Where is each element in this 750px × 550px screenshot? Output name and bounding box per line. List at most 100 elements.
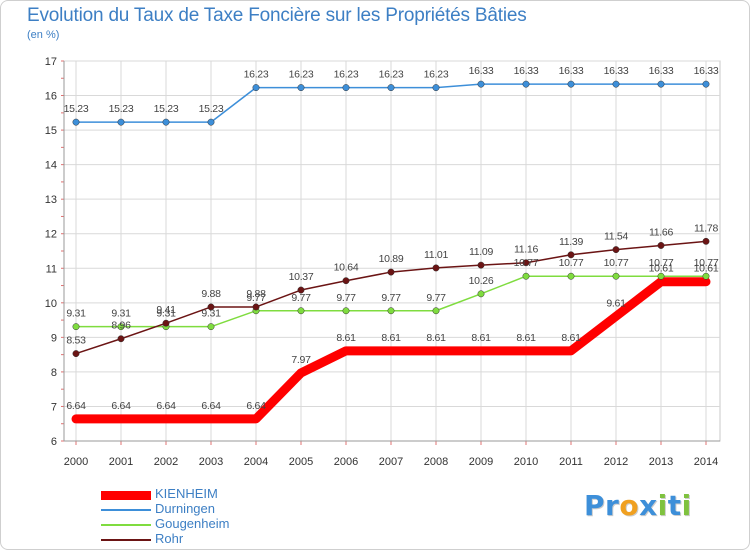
data-point-durningen — [387, 84, 395, 92]
data-label-kienheim: 6.64 — [156, 400, 176, 412]
y-tick-label: 7 — [51, 401, 57, 413]
data-point-durningen — [477, 80, 485, 88]
y-tick-label: 13 — [45, 194, 57, 206]
data-point-gougenheim — [612, 272, 620, 280]
logo-letter: P — [584, 489, 606, 522]
data-point-rohr — [162, 319, 170, 327]
data-label-rohr: 9.41 — [156, 304, 176, 316]
data-label-kienheim: 8.61 — [426, 332, 446, 344]
data-point-rohr — [252, 303, 260, 311]
data-label-gougenheim: 9.77 — [426, 292, 446, 304]
y-tick-label: 14 — [45, 160, 57, 172]
data-point-durningen — [522, 80, 530, 88]
data-label-durningen: 16.23 — [289, 69, 314, 81]
data-point-gougenheim — [342, 307, 350, 315]
y-tick-label: 17 — [45, 56, 57, 68]
data-point-durningen — [702, 80, 710, 88]
data-label-gougenheim: 10.77 — [604, 257, 629, 269]
data-point-gougenheim — [432, 307, 440, 315]
y-tick-label: 8 — [51, 367, 57, 379]
data-point-rohr — [387, 268, 395, 276]
proxiti-logo: Proxiti — [584, 489, 692, 522]
data-point-rohr — [657, 242, 665, 249]
data-label-gougenheim: 10.26 — [469, 275, 494, 287]
data-point-gougenheim — [207, 323, 215, 331]
data-label-durningen: 16.23 — [379, 69, 404, 81]
data-point-gougenheim — [567, 272, 575, 280]
data-label-rohr: 8.96 — [111, 320, 131, 332]
data-point-durningen — [72, 118, 80, 126]
y-tick-label: 10 — [45, 298, 57, 310]
data-label-rohr: 11.78 — [694, 222, 718, 234]
data-label-gougenheim: 10.77 — [649, 257, 674, 269]
data-point-rohr — [297, 286, 305, 294]
data-label-durningen: 16.33 — [469, 65, 494, 77]
data-label-kienheim: 6.64 — [246, 400, 266, 412]
data-label-kienheim: 10.61 — [649, 263, 674, 275]
series-line-kienheim — [71, 277, 711, 424]
data-label-rohr: 9.88 — [201, 288, 221, 300]
x-tick-label: 2000 — [64, 456, 88, 468]
data-labels: 9.31 9.31 9.31 9.31 9.77 9.77 9.77 9.77 9.77 10.2… — [64, 65, 720, 412]
data-label-kienheim: 6.64 — [111, 400, 131, 412]
data-label-gougenheim: 9.77 — [381, 292, 401, 304]
x-tick-label: 2008 — [424, 456, 448, 468]
logo-letter: r — [605, 489, 620, 522]
data-label-rohr: 11.39 — [559, 236, 583, 248]
data-label-gougenheim: 9.77 — [336, 292, 356, 304]
x-tick-label: 2004 — [244, 456, 268, 468]
x-tick-label: 2006 — [334, 456, 358, 468]
x-tick-label: 2005 — [289, 456, 313, 468]
data-label-gougenheim: 9.77 — [246, 292, 266, 304]
x-tick-label: 2013 — [649, 456, 673, 468]
data-label-durningen: 16.33 — [649, 65, 674, 77]
data-label-gougenheim: 9.31 — [66, 308, 86, 320]
data-label-rohr: 11.09 — [469, 246, 493, 258]
data-label-durningen: 16.23 — [244, 69, 269, 81]
data-label-rohr: 10.89 — [379, 253, 404, 265]
data-point-durningen — [567, 80, 575, 88]
legend-swatch — [101, 509, 151, 511]
y-tick-label: 16 — [45, 91, 57, 103]
data-label-rohr: 11.16 — [514, 244, 538, 256]
x-tick-label: 2001 — [109, 456, 133, 468]
chart-title: Evolution du Taux de Taxe Foncière sur l… — [27, 5, 527, 26]
data-point-rohr — [477, 261, 485, 269]
x-tick-label: 2010 — [514, 456, 538, 468]
data-label-rohr: 11.01 — [424, 249, 448, 261]
data-point-rohr — [432, 264, 440, 272]
x-tick-label: 2012 — [604, 456, 628, 468]
data-point-rohr — [117, 335, 125, 343]
data-label-rohr: 10.64 — [334, 262, 359, 274]
data-point-durningen — [657, 80, 665, 88]
data-label-durningen: 16.33 — [559, 65, 584, 77]
data-label-rohr: 9.88 — [246, 288, 266, 300]
legend-label: Durningen — [155, 501, 215, 516]
x-tick-label: 2002 — [154, 456, 178, 468]
data-point-durningen — [162, 118, 170, 126]
data-point-rohr — [522, 259, 530, 267]
data-point-gougenheim — [297, 307, 305, 315]
data-label-kienheim: 8.61 — [336, 332, 356, 344]
series-points — [72, 80, 710, 358]
data-point-gougenheim — [477, 290, 485, 298]
x-tick-label: 2003 — [199, 456, 223, 468]
data-point-rohr — [72, 350, 80, 358]
legend-label: KIENHEIM — [155, 486, 218, 501]
data-label-durningen: 16.33 — [604, 65, 629, 77]
data-label-rohr: 10.37 — [289, 271, 314, 283]
y-tick-label: 11 — [46, 263, 57, 275]
data-label-kienheim: 8.61 — [471, 332, 491, 344]
data-point-rohr — [702, 237, 710, 245]
data-label-gougenheim: 10.77 — [694, 257, 719, 269]
plot-area — [63, 60, 721, 442]
data-label-rohr: 11.66 — [649, 226, 673, 238]
data-label-kienheim: 10.61 — [694, 263, 719, 275]
data-point-durningen — [432, 84, 440, 92]
logo-letter: o — [619, 489, 640, 522]
data-label-kienheim: 8.61 — [561, 332, 581, 344]
chart-subtitle: (en %) — [27, 29, 60, 41]
data-label-gougenheim: 10.77 — [559, 257, 584, 269]
data-point-durningen — [252, 84, 260, 92]
